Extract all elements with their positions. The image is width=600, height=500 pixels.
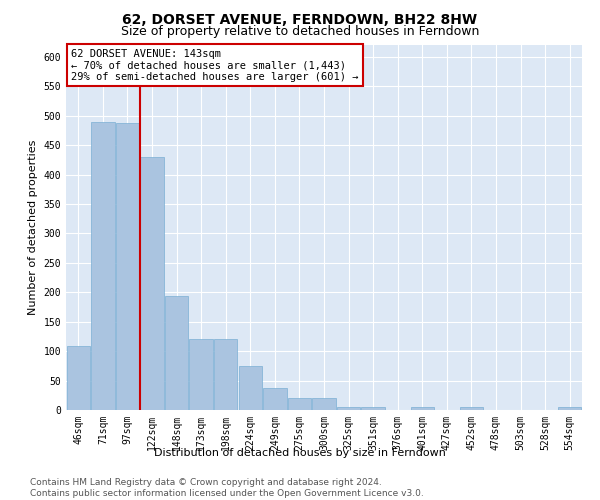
Bar: [214, 340, 238, 410]
Bar: [140, 157, 164, 410]
Text: Contains HM Land Registry data © Crown copyright and database right 2024.
Contai: Contains HM Land Registry data © Crown c…: [30, 478, 424, 498]
Text: 62, DORSET AVENUE, FERNDOWN, BH22 8HW: 62, DORSET AVENUE, FERNDOWN, BH22 8HW: [122, 12, 478, 26]
Bar: [460, 407, 483, 410]
Bar: [337, 407, 360, 410]
Text: Distribution of detached houses by size in Ferndown: Distribution of detached houses by size …: [154, 448, 446, 458]
Y-axis label: Number of detached properties: Number of detached properties: [28, 140, 38, 315]
Bar: [558, 407, 581, 410]
Bar: [91, 122, 115, 410]
Bar: [263, 388, 287, 410]
Bar: [67, 346, 90, 410]
Bar: [288, 398, 311, 410]
Bar: [410, 407, 434, 410]
Text: 62 DORSET AVENUE: 143sqm
← 70% of detached houses are smaller (1,443)
29% of sem: 62 DORSET AVENUE: 143sqm ← 70% of detach…: [71, 48, 359, 82]
Bar: [313, 398, 335, 410]
Bar: [165, 296, 188, 410]
Bar: [239, 366, 262, 410]
Bar: [116, 124, 139, 410]
Bar: [361, 407, 385, 410]
Text: Size of property relative to detached houses in Ferndown: Size of property relative to detached ho…: [121, 25, 479, 38]
Bar: [190, 340, 213, 410]
